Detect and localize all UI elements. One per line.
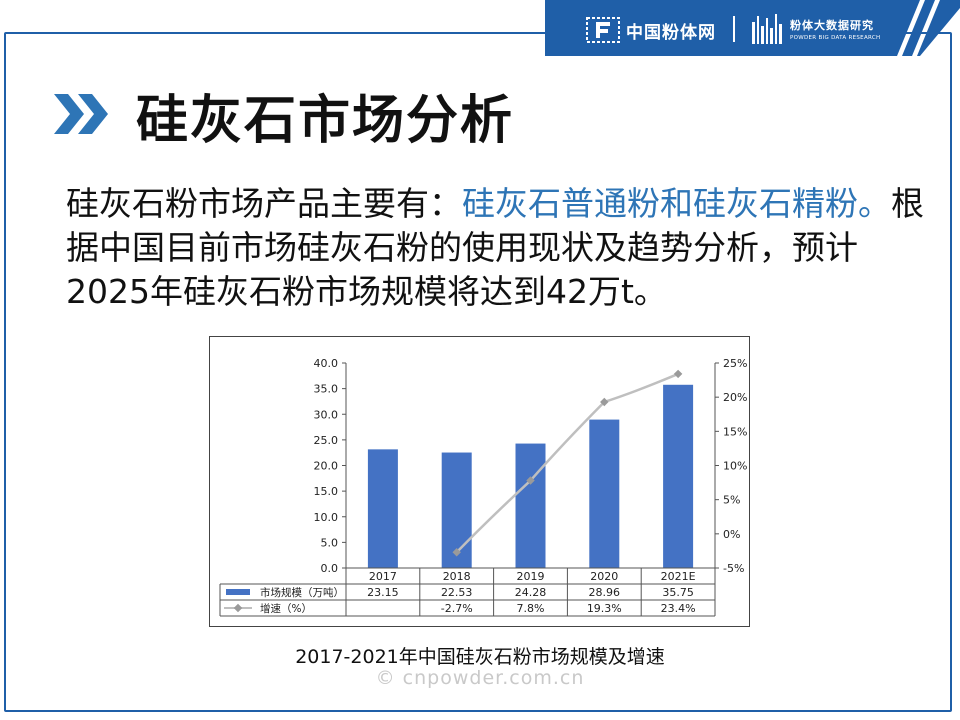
legend-line-label: 增速（%） xyxy=(260,602,312,615)
bar-value-label: 28.96 xyxy=(589,586,621,599)
left-tick-label: 20.0 xyxy=(314,460,339,473)
growth-point-2021E xyxy=(673,369,683,379)
bar-2017 xyxy=(367,449,398,568)
right-tick-label: -5% xyxy=(723,562,744,575)
chart-caption: 2017-2021年中国硅灰石粉市场规模及增速 xyxy=(295,646,665,668)
left-tick-label: 35.0 xyxy=(314,383,339,396)
brand-logo-cnpowder: 中国粉体网 xyxy=(586,15,716,45)
right-tick-label: 0% xyxy=(723,528,740,541)
legend-bar-label: 市场规模（万吨） xyxy=(260,586,344,599)
bar-value-label: 23.15 xyxy=(367,586,399,599)
left-tick-label: 40.0 xyxy=(314,357,339,370)
brand-secondary-cn: 粉体大数据研究 xyxy=(790,19,874,32)
right-tick-label: 25% xyxy=(723,357,747,370)
bar-2019 xyxy=(515,443,546,568)
bar-value-label: 24.28 xyxy=(515,586,547,599)
growth-line xyxy=(455,372,679,554)
slide-title: 硅灰石市场分析 xyxy=(136,91,515,151)
right-tick-label: 5% xyxy=(723,494,740,507)
intro-paragraph: 硅灰石粉市场产品主要有：硅灰石普通粉和硅灰石精粉。根据中国目前市场硅灰石粉的使用… xyxy=(66,182,926,314)
category-label: 2017 xyxy=(369,570,397,583)
bar-value-label: 22.53 xyxy=(441,586,473,599)
bar-2021E xyxy=(663,384,694,568)
bar-2020 xyxy=(589,419,620,568)
bar-code-icon xyxy=(752,14,782,44)
left-tick-label: 5.0 xyxy=(321,536,339,549)
left-tick-label: 30.0 xyxy=(314,408,339,421)
legend-bar-swatch xyxy=(226,589,250,595)
left-tick-label: 15.0 xyxy=(314,485,339,498)
slide-frame xyxy=(4,32,952,712)
growth-value-label: 19.3% xyxy=(587,602,622,615)
paragraph-highlight: 硅灰石普通粉和硅灰石精粉。 xyxy=(462,184,891,223)
growth-value-label: 23.4% xyxy=(661,602,696,615)
brand-divider xyxy=(733,16,735,42)
brand-primary-text: 中国粉体网 xyxy=(626,22,716,43)
header-banner xyxy=(545,0,960,56)
paragraph-tail: 根据中国目前市场硅灰石粉的使用现状及趋势分析，预计2025年硅灰石粉市场规模将达… xyxy=(66,184,924,311)
powder-logo-icon xyxy=(586,17,620,43)
brand-secondary-en: POWDER BIG DATA RESEARCH xyxy=(790,35,881,41)
growth-value-label: 7.8% xyxy=(517,602,545,615)
growth-value-label: -2.7% xyxy=(441,602,473,615)
right-tick-label: 20% xyxy=(723,391,747,404)
left-tick-label: 0.0 xyxy=(321,562,339,575)
paragraph-lead: 硅灰石粉市场产品主要有： xyxy=(66,184,462,223)
bar-value-label: 35.75 xyxy=(662,586,694,599)
legend-line-marker xyxy=(233,603,243,613)
chart-canvas: 0.0 5.0 10.0 15.0 20.0 25.0 30.0 35.0 40.0 -5% 0% 5… xyxy=(219,357,747,617)
left-tick-label: 10.0 xyxy=(314,511,339,524)
growth-point-2018 xyxy=(452,548,461,557)
left-tick-label: 25.0 xyxy=(314,434,339,447)
right-tick-label: 15% xyxy=(723,425,747,438)
market-chart: 0.0 5.0 10.0 15.0 20.0 25.0 30.0 35.0 40.0 -5% 0% 5… xyxy=(209,336,750,627)
category-label: 2019 xyxy=(517,570,545,583)
watermark: © cnpowder.com.cn xyxy=(375,667,585,689)
brand-logo-bigdata: 粉体大数据研究 POWDER BIG DATA RESEARCH xyxy=(752,12,880,46)
category-label: 2020 xyxy=(590,570,618,583)
right-tick-label: 10% xyxy=(723,460,747,473)
double-chevron-icon xyxy=(54,94,108,134)
category-label: 2021E xyxy=(661,570,696,583)
category-label: 2018 xyxy=(443,570,471,583)
